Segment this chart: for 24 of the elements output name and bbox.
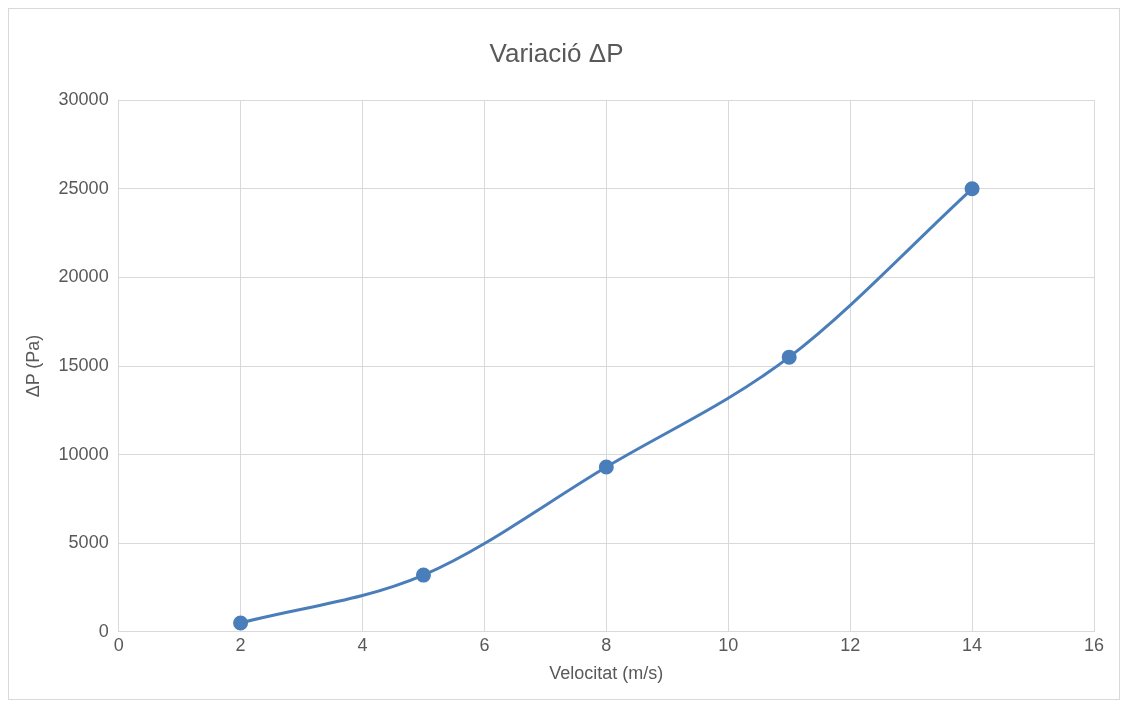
x-tick-label: 0 <box>113 634 124 655</box>
x-tick-label: 10 <box>718 634 739 655</box>
point <box>781 349 797 365</box>
y-tick-label: 0 <box>98 620 109 641</box>
y-tick-label: 30000 <box>58 89 109 110</box>
x-tick-label: 14 <box>962 634 983 655</box>
y-tick-label: 15000 <box>58 354 109 375</box>
x-tick-label: 4 <box>357 634 368 655</box>
y-tick-label: 25000 <box>58 177 109 198</box>
y-tick-label: 5000 <box>68 532 109 553</box>
y-tick-label: 10000 <box>58 443 109 464</box>
x-tick-label: 6 <box>479 634 490 655</box>
point <box>598 459 614 475</box>
point <box>964 181 980 197</box>
x-tick-label: 8 <box>601 634 612 655</box>
chart-title: Variació ΔP <box>489 37 624 68</box>
y-axis-title: ΔP (Pa) <box>22 334 43 398</box>
x-tick-label: 2 <box>235 634 246 655</box>
point <box>415 567 431 583</box>
x-axis-title: Velocitat (m/s) <box>549 663 664 684</box>
x-tick-label: 16 <box>1083 634 1105 655</box>
point <box>233 615 249 631</box>
y-tick-label: 20000 <box>58 266 109 287</box>
x-tick-label: 12 <box>840 634 861 655</box>
